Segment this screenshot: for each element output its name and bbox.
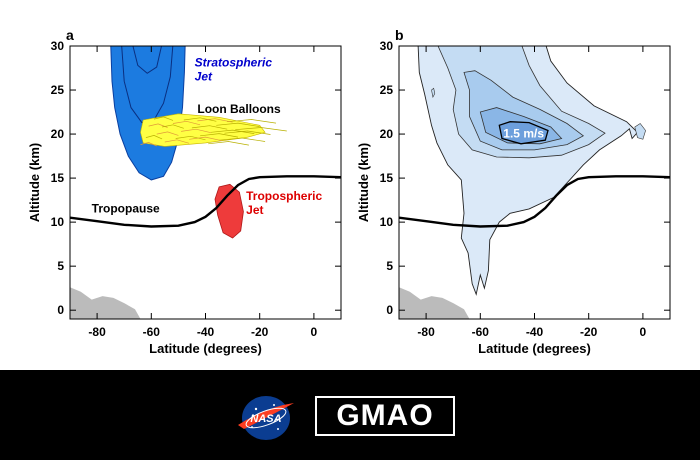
y-tick-label: 10 xyxy=(51,215,65,229)
panel-a-topography xyxy=(70,287,141,319)
contour-max-label: 1.5 m/s xyxy=(503,127,544,141)
x-axis-label: Latitude (degrees) xyxy=(478,341,591,356)
stratospheric-jet-contour xyxy=(132,46,163,74)
balloon-trajectory xyxy=(189,136,222,142)
tropospheric-jet-label-line1: Tropospheric xyxy=(246,189,322,203)
balloon-trajectory xyxy=(200,133,239,138)
x-tick-label: -40 xyxy=(197,325,215,339)
balloon-trajectory xyxy=(172,120,201,126)
balloon-trajectory xyxy=(162,124,184,129)
balloon-trajectory xyxy=(235,127,287,132)
y-axis-label: Altitude (km) xyxy=(356,143,371,222)
loon-balloons-band xyxy=(140,113,266,147)
wind-contour-island xyxy=(634,123,646,140)
y-tick-label: 0 xyxy=(57,303,64,317)
y-tick-label: 20 xyxy=(51,127,65,141)
y-axis-label: Altitude (km) xyxy=(27,143,42,222)
x-tick-label: -60 xyxy=(472,325,490,339)
balloon-trajectory xyxy=(140,142,157,147)
y-tick-label: 25 xyxy=(380,83,394,97)
y-tick-label: 25 xyxy=(51,83,65,97)
figure-canvas: -80 -60 -40 -20 0 0 5 10 15 20 25 30 Latitude (degre… xyxy=(0,0,700,370)
panel-label: b xyxy=(395,27,404,43)
y-tick-label: 5 xyxy=(57,259,64,273)
x-tick-label: 0 xyxy=(640,325,647,339)
tropopause-line xyxy=(70,175,341,228)
x-tick-label: -20 xyxy=(580,325,598,339)
balloon-trajectory xyxy=(224,130,271,135)
panel-b-topography xyxy=(399,287,470,319)
x-tick-label: 0 xyxy=(311,325,318,339)
loon-balloons-label: Loon Balloons xyxy=(197,102,281,116)
x-tick-label: -80 xyxy=(88,325,106,339)
y-tick-label: 5 xyxy=(386,259,393,273)
balloon-trajectory xyxy=(191,125,228,130)
tropopause-label: Tropopause xyxy=(92,201,160,215)
balloon-trajectory xyxy=(164,139,190,144)
balloon-trajectory xyxy=(219,137,266,142)
y-tick-label: 0 xyxy=(386,303,393,317)
balloon-trajectory xyxy=(156,131,179,136)
y-tick-label: 15 xyxy=(380,171,394,185)
wind-contours xyxy=(417,46,646,296)
wind-contour-level-5 xyxy=(498,121,549,145)
y-tick-label: 30 xyxy=(380,39,394,53)
wind-contour-island xyxy=(431,87,436,98)
panel-label: a xyxy=(66,27,74,43)
tropopause-line xyxy=(399,175,670,228)
y-tick-label: 30 xyxy=(51,39,65,53)
balloon-trajectory xyxy=(145,135,163,140)
balloon-trajectory xyxy=(175,135,206,141)
loon-balloon-trajectories xyxy=(140,113,287,147)
logo-bar: NASA GMAO xyxy=(0,370,700,460)
balloon-trajectory xyxy=(181,128,211,134)
balloon-trajectory xyxy=(197,118,233,123)
x-tick-label: -40 xyxy=(526,325,544,339)
balloon-trajectory xyxy=(210,129,255,134)
y-tick-label: 15 xyxy=(51,171,65,185)
y-tick-label: 20 xyxy=(380,127,394,141)
x-tick-label: -60 xyxy=(143,325,161,339)
x-tick-label: -20 xyxy=(251,325,269,339)
x-tick-label: -80 xyxy=(417,325,435,339)
x-axis-label: Latitude (degrees) xyxy=(149,341,262,356)
nasa-logo-text: NASA xyxy=(250,413,281,425)
stratospheric-jet-label-line2: Jet xyxy=(195,69,213,83)
balloon-trajectory xyxy=(153,116,174,121)
balloon-trajectory xyxy=(216,122,260,127)
nasa-meatball-icon: NASA xyxy=(238,396,294,440)
stratospheric-jet-label-line1: Stratospheric xyxy=(195,55,273,69)
gmao-logo: GMAO xyxy=(315,396,455,436)
y-tick-label: 10 xyxy=(380,215,394,229)
tropospheric-jet-label-line2: Jet xyxy=(246,203,263,217)
balloon-trajectory xyxy=(208,141,249,146)
balloon-trajectory xyxy=(227,119,277,124)
balloon-trajectory xyxy=(183,117,217,122)
